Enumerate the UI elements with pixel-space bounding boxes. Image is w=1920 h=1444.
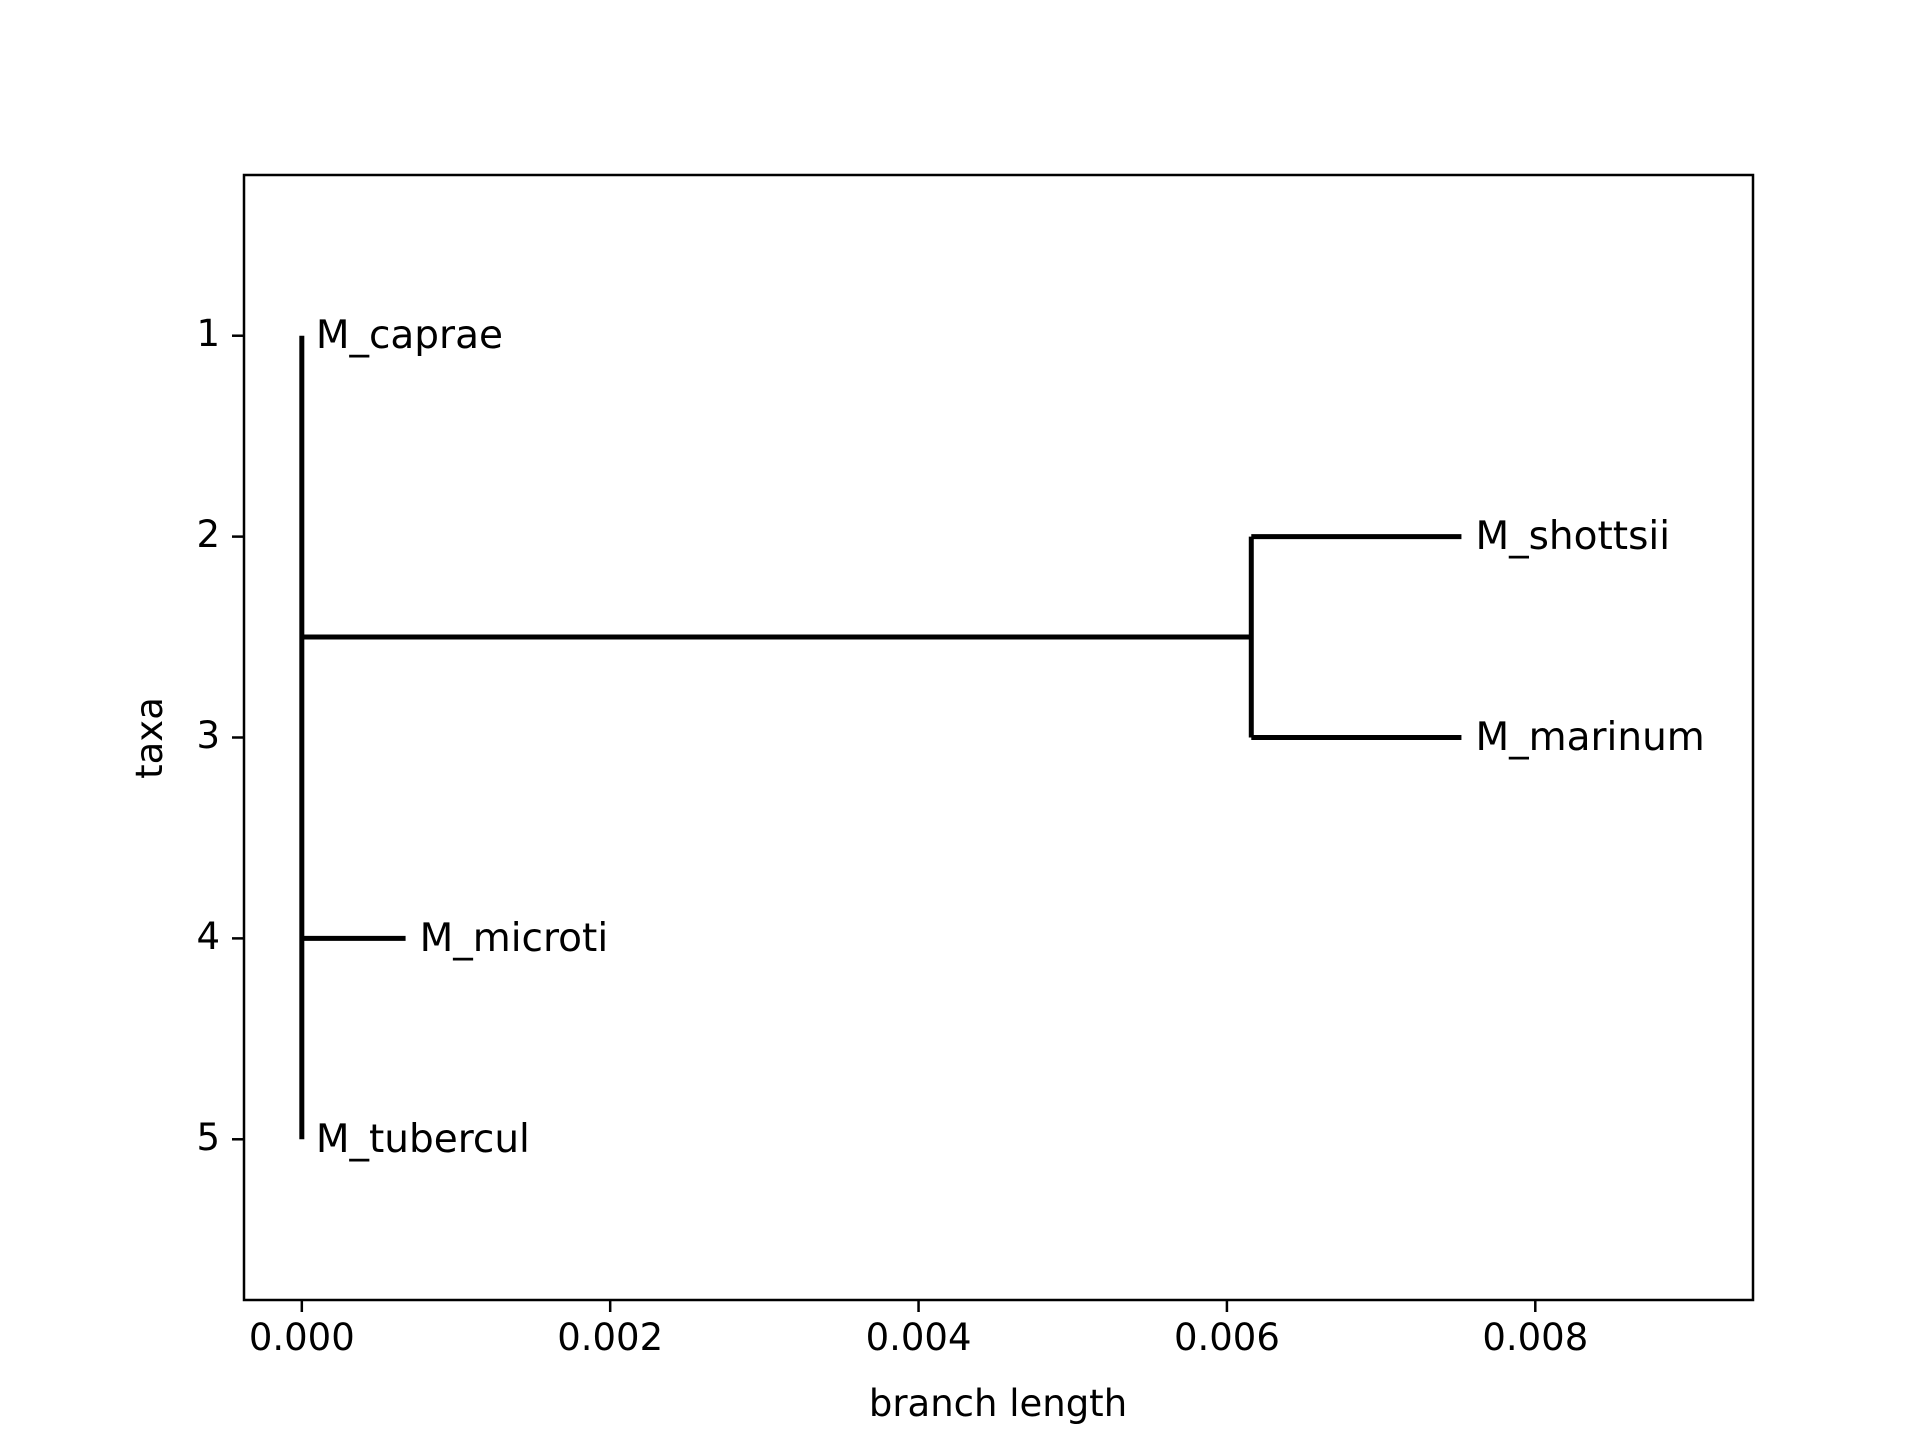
x-axis-label: branch length xyxy=(869,1382,1127,1425)
y-tick-label: 1 xyxy=(196,312,220,355)
y-tick-label: 5 xyxy=(196,1116,220,1159)
leaf-label-m-marinum: M_marinum xyxy=(1475,715,1704,760)
x-tick-label: 0.006 xyxy=(1174,1316,1280,1359)
x-tick-label: 0.000 xyxy=(249,1316,355,1359)
leaf-label-m-shottsii: M_shottsii xyxy=(1475,514,1670,559)
leaf-label-m-microti: M_microti xyxy=(420,916,609,961)
y-axis-ticks: 1 2 3 4 5 xyxy=(196,312,244,1159)
x-axis-ticks: 0.000 0.002 0.004 0.006 0.008 xyxy=(249,1300,1588,1359)
y-axis-label: taxa xyxy=(128,697,171,779)
leaf-label-m-tubercul: M_tubercul xyxy=(316,1117,530,1162)
y-tick-label: 4 xyxy=(196,915,220,958)
leaf-label-m-caprae: M_caprae xyxy=(316,313,503,358)
branches xyxy=(299,335,1462,1140)
x-tick-label: 0.002 xyxy=(557,1316,663,1359)
leaf-labels: M_caprae M_shottsii M_marinum M_microti M_tu… xyxy=(316,313,1705,1162)
x-tick-label: 0.004 xyxy=(866,1316,972,1359)
x-tick-label: 0.008 xyxy=(1482,1316,1588,1359)
y-tick-label: 3 xyxy=(196,714,220,757)
y-tick-label: 2 xyxy=(196,513,220,556)
